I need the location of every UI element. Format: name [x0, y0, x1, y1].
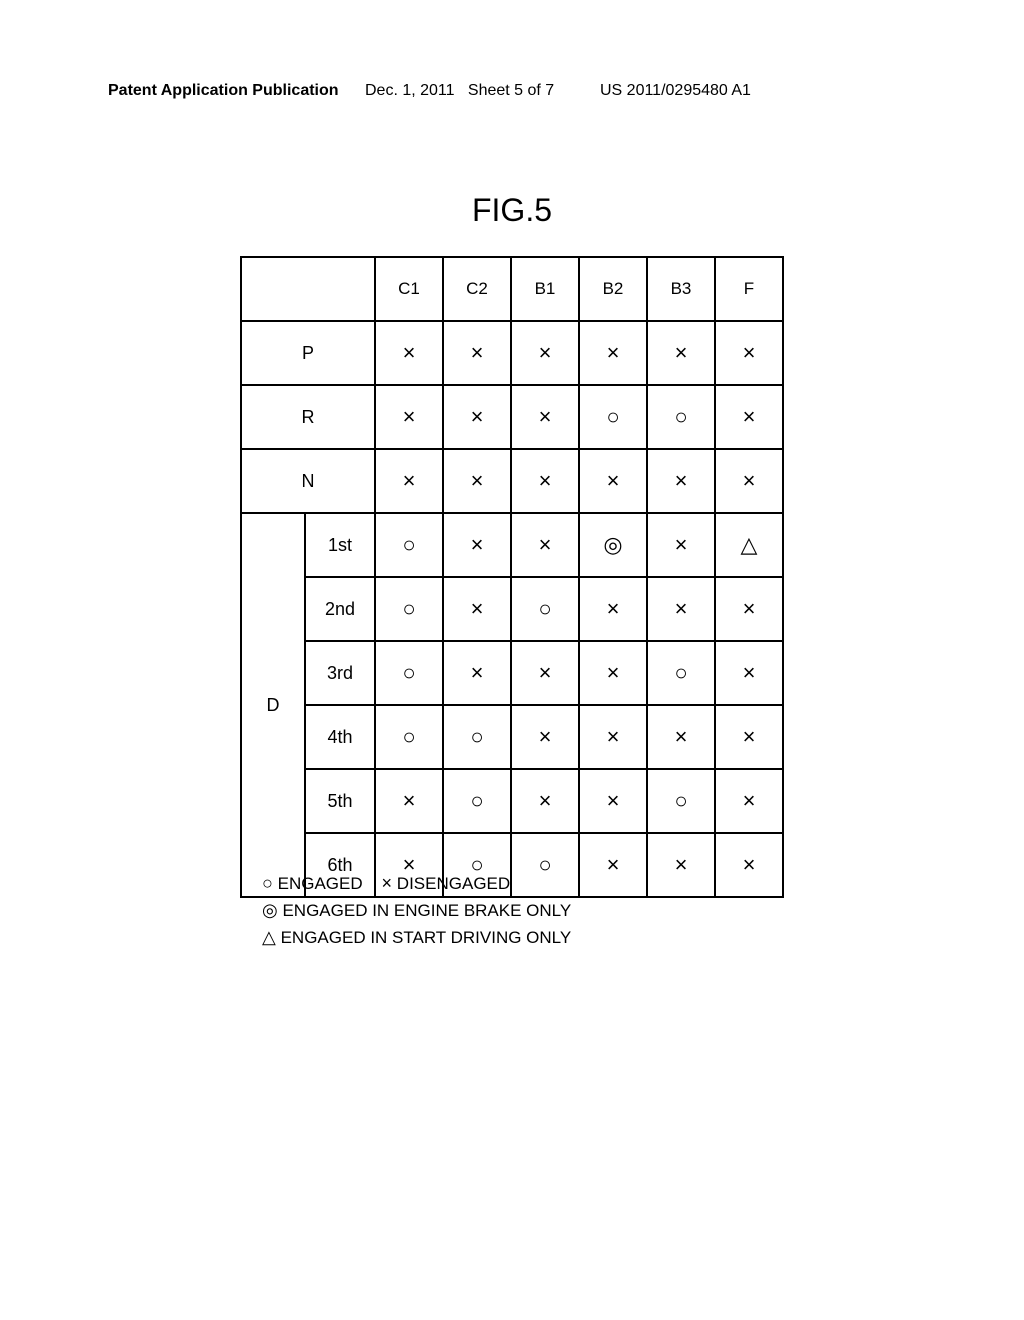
- cell: ○: [579, 385, 647, 449]
- cell: ×: [443, 577, 511, 641]
- row-sub-label: 4th: [305, 705, 375, 769]
- row-label: N: [241, 449, 375, 513]
- col-header: F: [715, 257, 783, 321]
- header-date-text: Dec. 1, 2011: [365, 82, 455, 99]
- cell: ×: [579, 449, 647, 513]
- cell: ×: [579, 321, 647, 385]
- header-sheet: Sheet 5 of 7: [468, 82, 554, 99]
- legend-line-3: △ ENGAGED IN START DRIVING ONLY: [262, 924, 571, 951]
- table-header-row: C1 C2 B1 B2 B3 F: [241, 257, 783, 321]
- cell: ×: [375, 769, 443, 833]
- brake-symbol: ◎: [262, 897, 278, 924]
- cell: ◎: [579, 513, 647, 577]
- cell: ×: [647, 321, 715, 385]
- col-header: B3: [647, 257, 715, 321]
- cell: ×: [647, 577, 715, 641]
- legend: ○ ENGAGED × DISENGAGED ◎ ENGAGED IN ENGI…: [262, 870, 571, 951]
- row-sub-label: 1st: [305, 513, 375, 577]
- header-docnumber: US 2011/0295480 A1: [600, 82, 751, 100]
- table-row: D 1st ○ × × ◎ × △: [241, 513, 783, 577]
- row-label: P: [241, 321, 375, 385]
- cell: ×: [511, 513, 579, 577]
- cell: ×: [443, 321, 511, 385]
- cell: ×: [579, 833, 647, 897]
- cell: ×: [715, 321, 783, 385]
- cell: ×: [579, 769, 647, 833]
- header-publication: Patent Application Publication: [108, 82, 339, 100]
- cell: ×: [375, 321, 443, 385]
- cell: ×: [511, 449, 579, 513]
- cell: ×: [715, 833, 783, 897]
- cell: ×: [511, 385, 579, 449]
- cell: ×: [647, 833, 715, 897]
- cell: ○: [375, 577, 443, 641]
- cell: ×: [511, 769, 579, 833]
- table-row: 3rd ○ × × × ○ ×: [241, 641, 783, 705]
- cell: ×: [715, 705, 783, 769]
- cell: ○: [375, 705, 443, 769]
- figure-title: FIG.5: [0, 192, 1024, 229]
- disengaged-symbol: ×: [382, 870, 393, 897]
- brake-text: ENGAGED IN ENGINE BRAKE ONLY: [282, 901, 571, 920]
- row-sub-label: 3rd: [305, 641, 375, 705]
- start-symbol: △: [262, 924, 276, 951]
- cell: ×: [715, 449, 783, 513]
- cell: △: [715, 513, 783, 577]
- cell: ×: [443, 641, 511, 705]
- cell: ○: [647, 769, 715, 833]
- cell: ×: [443, 385, 511, 449]
- cell: ×: [579, 577, 647, 641]
- table-row: 5th × ○ × × ○ ×: [241, 769, 783, 833]
- start-text: ENGAGED IN START DRIVING ONLY: [281, 928, 572, 947]
- row-label: R: [241, 385, 375, 449]
- engagement-table: C1 C2 B1 B2 B3 F P × × × × × × R × × × ○…: [240, 256, 784, 898]
- cell: ×: [375, 385, 443, 449]
- cell: ×: [647, 705, 715, 769]
- header-blank: [241, 257, 375, 321]
- cell: ○: [375, 513, 443, 577]
- cell: ×: [715, 769, 783, 833]
- col-header: C1: [375, 257, 443, 321]
- disengaged-text: DISENGAGED: [397, 874, 510, 893]
- cell: ×: [715, 641, 783, 705]
- engaged-text: ENGAGED: [278, 874, 363, 893]
- legend-line-1: ○ ENGAGED × DISENGAGED: [262, 870, 571, 897]
- cell: ×: [715, 577, 783, 641]
- col-header: C2: [443, 257, 511, 321]
- cell: ×: [579, 641, 647, 705]
- engagement-table-wrap: C1 C2 B1 B2 B3 F P × × × × × × R × × × ○…: [240, 256, 784, 898]
- cell: ○: [511, 577, 579, 641]
- table-row: R × × × ○ ○ ×: [241, 385, 783, 449]
- cell: ○: [375, 641, 443, 705]
- cell: ○: [443, 769, 511, 833]
- cell: ×: [647, 513, 715, 577]
- engaged-symbol: ○: [262, 870, 273, 897]
- row-sub-label: 5th: [305, 769, 375, 833]
- cell: ○: [647, 385, 715, 449]
- header-date: Dec. 1, 2011 Sheet 5 of 7: [365, 82, 554, 100]
- table-row: 4th ○ ○ × × × ×: [241, 705, 783, 769]
- cell: ×: [647, 449, 715, 513]
- cell: ×: [511, 641, 579, 705]
- row-group-label: D: [241, 513, 305, 897]
- cell: ×: [579, 705, 647, 769]
- cell: ×: [443, 513, 511, 577]
- cell: ○: [443, 705, 511, 769]
- cell: ×: [443, 449, 511, 513]
- cell: ×: [511, 321, 579, 385]
- table-row: 2nd ○ × ○ × × ×: [241, 577, 783, 641]
- table-row: P × × × × × ×: [241, 321, 783, 385]
- cell: ×: [715, 385, 783, 449]
- legend-line-2: ◎ ENGAGED IN ENGINE BRAKE ONLY: [262, 897, 571, 924]
- cell: ×: [375, 449, 443, 513]
- row-sub-label: 2nd: [305, 577, 375, 641]
- col-header: B2: [579, 257, 647, 321]
- col-header: B1: [511, 257, 579, 321]
- cell: ○: [647, 641, 715, 705]
- table-row: N × × × × × ×: [241, 449, 783, 513]
- cell: ×: [511, 705, 579, 769]
